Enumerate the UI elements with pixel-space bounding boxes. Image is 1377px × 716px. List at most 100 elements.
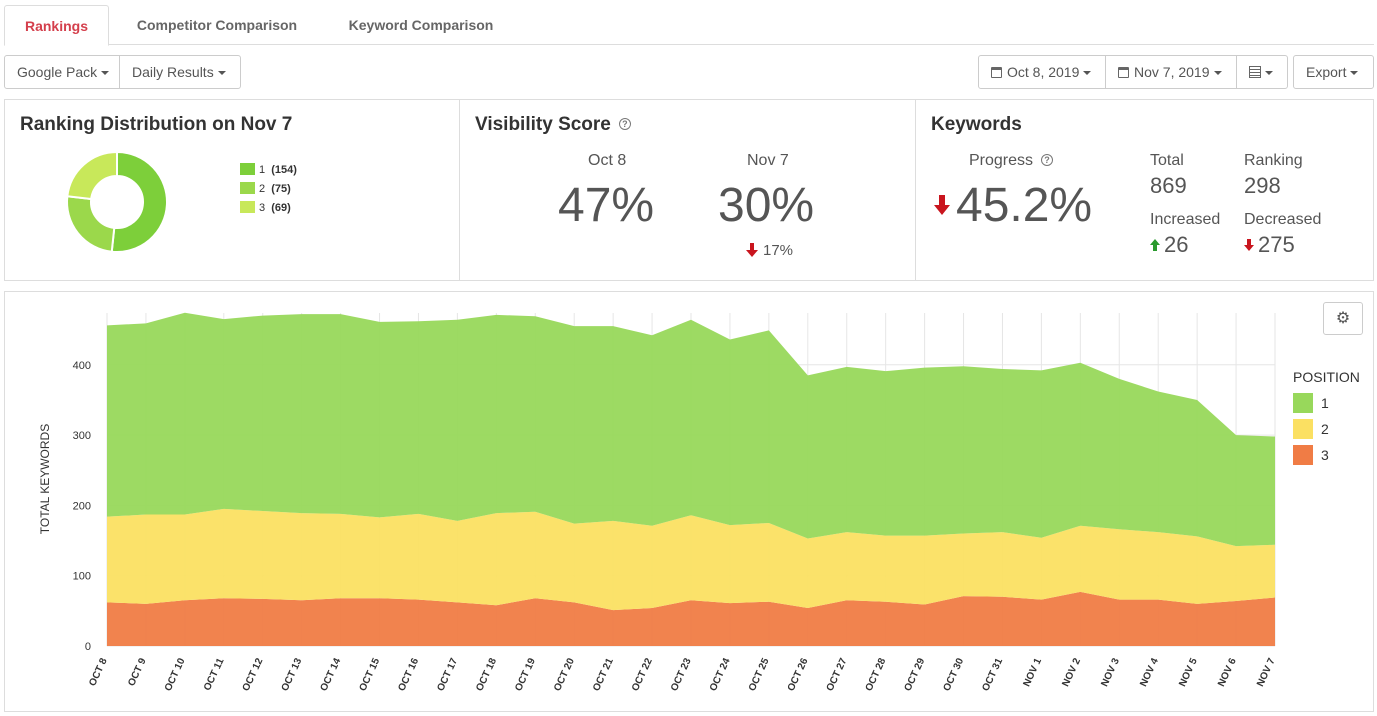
gear-icon: ⚙	[1335, 310, 1351, 327]
increased-label: Increased	[1150, 211, 1221, 228]
progress-label-text: Progress	[969, 152, 1034, 169]
increased-value: 26	[1150, 232, 1188, 258]
ranking-value: 298	[1244, 173, 1281, 198]
date-from-button[interactable]: Oct 8, 2019	[978, 55, 1106, 89]
decreased-value: 275	[1244, 232, 1295, 258]
export-button[interactable]: Export	[1293, 55, 1374, 89]
google-pack-label: Google Pack	[17, 64, 98, 80]
visibility-score-title: Visibility Score?	[475, 114, 631, 136]
visibility-score-panel: Visibility Score? Oct 8 47% Nov 7 30% 17…	[459, 99, 916, 281]
legend-swatch	[240, 182, 255, 194]
help-icon[interactable]: ?	[618, 118, 631, 130]
ranking-distribution-panel: Ranking Distribution on Nov 7 1 (154) 2 …	[4, 99, 460, 281]
calendar-icon	[1118, 67, 1129, 78]
x-tick-label: OCT 24	[708, 656, 733, 693]
keywords-panel: Keywords Progress? 45.2% Total 869 Ranki…	[915, 99, 1374, 281]
x-tick-label: OCT 8	[87, 656, 110, 688]
x-tick-label: NOV 1	[1021, 656, 1044, 688]
chevron-down-icon	[1213, 71, 1222, 76]
x-tick-label: OCT 22	[630, 656, 655, 693]
arrow-down-icon	[934, 195, 950, 215]
visibility-change-value: 17%	[763, 242, 794, 259]
progress-label: Progress?	[969, 152, 1054, 170]
export-label: Export	[1306, 64, 1347, 80]
legend-label: 1	[259, 164, 266, 176]
x-tick-label: OCT 10	[163, 656, 188, 693]
y-axis-label: TOTAL KEYWORDS	[38, 424, 52, 534]
chevron-down-icon	[1265, 71, 1273, 76]
y-tick-label: 0	[85, 641, 91, 653]
arrow-down-icon	[1244, 239, 1254, 251]
google-pack-dropdown[interactable]: Google Pack	[4, 55, 120, 89]
x-tick-label: OCT 27	[825, 656, 850, 693]
legend-swatch	[1293, 419, 1313, 439]
x-tick-label: OCT 26	[786, 656, 811, 693]
date-to-button[interactable]: Nov 7, 2019	[1105, 55, 1237, 89]
x-tick-label: OCT 17	[435, 656, 460, 693]
chart-legend-item-3: 3	[1293, 445, 1329, 465]
donut-slice-1[interactable]	[110, 150, 168, 253]
help-icon[interactable]: ?	[1041, 154, 1054, 166]
legend-label: 1	[1321, 395, 1329, 411]
chart-legend-item-1: 1	[1293, 393, 1329, 413]
tab-competitor-comparison[interactable]: Competitor Comparison	[136, 17, 298, 33]
y-tick-label: 300	[73, 430, 91, 442]
visibility-change: 17%	[746, 242, 793, 259]
x-tick-label: OCT 14	[319, 656, 344, 693]
area-series-position-3[interactable]	[107, 591, 1275, 646]
x-tick-label: OCT 11	[202, 656, 227, 692]
visibility-from-label: Oct 8	[588, 152, 627, 169]
increased-value-text: 26	[1164, 232, 1189, 257]
x-tick-label: OCT 19	[513, 656, 538, 693]
y-tick-label: 400	[73, 360, 91, 372]
legend-count: (69)	[271, 202, 291, 214]
keywords-title: Keywords	[931, 114, 1022, 135]
x-tick-label: NOV 3	[1099, 656, 1122, 688]
daily-results-label: Daily Results	[132, 64, 214, 80]
area-series-position-1[interactable]	[107, 312, 1275, 547]
ranking-label: Ranking	[1244, 152, 1303, 169]
x-tick-label: OCT 23	[669, 656, 694, 693]
donut-slice-2[interactable]	[66, 195, 116, 253]
area-series-position-2[interactable]	[107, 508, 1275, 611]
donut-slice-3[interactable]	[66, 150, 118, 201]
legend-swatch	[1293, 445, 1313, 465]
x-tick-label: OCT 25	[747, 656, 772, 693]
x-tick-label: NOV 4	[1138, 656, 1161, 688]
progress-value: 45.2%	[934, 178, 1092, 233]
ranking-distribution-title: Ranking Distribution on Nov 7	[20, 114, 293, 135]
legend-swatch	[240, 163, 255, 175]
daily-results-dropdown[interactable]: Daily Results	[119, 55, 241, 89]
legend-swatch	[1293, 393, 1313, 413]
calendar-icon	[991, 67, 1002, 78]
x-tick-label: OCT 15	[357, 656, 382, 693]
view-options-button[interactable]	[1236, 55, 1288, 89]
progress-value-text: 45.2%	[956, 179, 1093, 232]
visibility-title-text: Visibility Score	[475, 114, 611, 135]
chevron-down-icon	[1083, 71, 1092, 76]
x-tick-label: OCT 20	[552, 656, 577, 693]
x-tick-label: OCT 13	[280, 656, 305, 693]
decreased-value-text: 275	[1258, 232, 1295, 257]
x-tick-label: NOV 7	[1255, 656, 1278, 688]
legend-item-3: 3 (69)	[240, 201, 291, 214]
arrow-down-icon	[746, 243, 758, 257]
x-tick-label: NOV 2	[1060, 656, 1083, 688]
tab-keyword-comparison[interactable]: Keyword Comparison	[348, 17, 494, 33]
tab-rankings[interactable]: Rankings	[4, 5, 109, 46]
chart-settings-button[interactable]: ⚙	[1323, 302, 1363, 335]
chart-legend-title: POSITION	[1293, 369, 1360, 385]
legend-item-1: 1 (154)	[240, 163, 297, 176]
x-tick-label: NOV 6	[1216, 656, 1239, 688]
x-tick-label: OCT 29	[903, 656, 928, 693]
x-tick-label: OCT 12	[241, 656, 266, 693]
date-from-label: Oct 8, 2019	[1007, 64, 1080, 80]
x-tick-label: NOV 5	[1177, 656, 1200, 688]
ranking-donut-chart	[66, 150, 168, 253]
stacked-area-chart: 0 100 200 300 400 OCT 8 OCT 9 OCT 10 OCT 11 OCT 1…	[38, 312, 1278, 693]
total-label: Total	[1150, 152, 1184, 169]
legend-item-2: 2 (75)	[240, 182, 291, 195]
visibility-to-value: 30%	[718, 179, 815, 232]
legend-label: 2	[1321, 421, 1329, 437]
y-tick-label: 100	[73, 571, 91, 583]
